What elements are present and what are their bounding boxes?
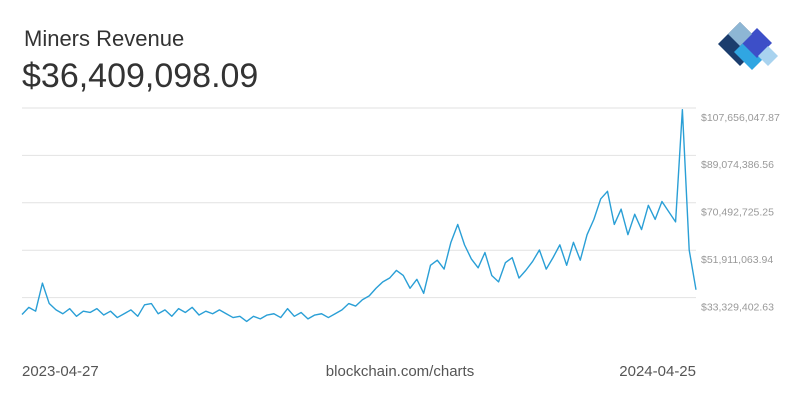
line: [21, 108, 697, 323]
y-tick-label: $33,329,402.63: [701, 301, 774, 313]
y-tick-label: $70,492,725.25: [701, 207, 774, 219]
logo-part: [758, 46, 778, 66]
current-value: $36,409,098.09: [22, 57, 258, 95]
chart-title: Miners Revenue: [24, 26, 184, 51]
y-tick-label: $51,911,063.94: [701, 254, 773, 266]
x-tick-label: 2023-04-27: [22, 363, 99, 380]
y-tick-label: $89,074,386.56: [701, 159, 774, 171]
source: blockchain.com/charts: [326, 363, 474, 380]
logo-part: [728, 22, 752, 46]
y-tick-label: $107,656,047.87: [701, 112, 780, 124]
x-tick-label: 2024-04-25: [619, 363, 696, 380]
logo: [718, 22, 778, 70]
